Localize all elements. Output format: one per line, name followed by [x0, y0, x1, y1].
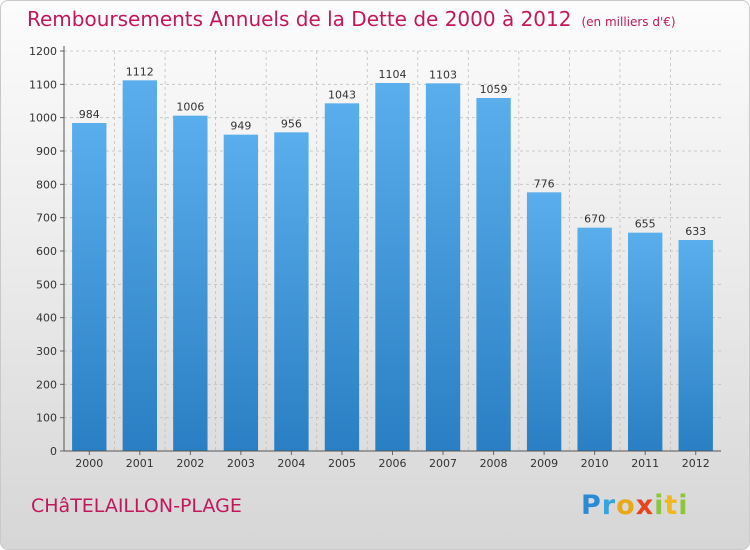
x-tick-label: 2004 — [277, 457, 305, 470]
x-tick-label: 2007 — [429, 457, 457, 470]
y-tick-label: 0 — [50, 445, 57, 458]
y-tick-label: 300 — [36, 345, 57, 358]
bar — [526, 192, 562, 452]
bar — [678, 240, 713, 451]
bar — [173, 115, 208, 452]
x-tick-label: 2011 — [631, 457, 659, 470]
bar — [628, 232, 663, 451]
logo-letter: i — [654, 490, 665, 521]
y-tick-label: 900 — [36, 145, 57, 158]
bar — [375, 83, 410, 451]
x-tick-label: 2006 — [379, 457, 407, 470]
y-tick-label: 400 — [36, 312, 57, 325]
logo-letter: o — [616, 490, 636, 521]
logo-letter: x — [635, 490, 655, 521]
value-label: 1112 — [126, 65, 154, 78]
y-tick-label: 1100 — [29, 78, 57, 91]
value-label: 776 — [534, 177, 555, 190]
x-tick-label: 2010 — [581, 457, 609, 470]
bar — [324, 103, 360, 451]
bar — [425, 83, 461, 451]
x-tick-label: 2008 — [480, 457, 508, 470]
value-label: 984 — [79, 108, 100, 121]
y-tick-label: 1000 — [29, 112, 57, 125]
bar — [223, 134, 259, 451]
chart-unit: (en milliers d'€) — [581, 15, 676, 29]
y-tick-label: 200 — [36, 378, 57, 391]
y-tick-label: 700 — [36, 212, 57, 225]
value-labels: 984 1112 1006 949 956 1043 1104 1103 1059 776 670 6… — [79, 65, 706, 238]
y-tick-label: 500 — [36, 278, 57, 291]
value-label: 1059 — [480, 83, 508, 96]
x-tick-label: 2000 — [75, 457, 103, 470]
logo-letter: i — [678, 490, 689, 521]
bar — [72, 123, 107, 451]
value-label: 1043 — [328, 88, 356, 101]
logo-letter: t — [664, 490, 679, 521]
y-tick-label: 100 — [36, 412, 57, 425]
value-label: 1103 — [429, 68, 457, 81]
bars — [72, 80, 713, 452]
x-tick-label: 2002 — [176, 457, 204, 470]
bar — [122, 80, 157, 451]
y-tick-label: 600 — [36, 245, 57, 258]
x-tick-label: 2001 — [126, 457, 154, 470]
value-label: 633 — [685, 225, 706, 238]
bar — [274, 132, 309, 452]
value-label: 1006 — [176, 101, 204, 114]
value-label: 670 — [584, 213, 605, 226]
axes: 0 100 200 300 400 500 600 700 800 900 1000 1100 1200… — [29, 45, 721, 470]
value-label: 655 — [635, 218, 656, 231]
value-label: 956 — [281, 117, 302, 130]
bar — [476, 98, 511, 451]
x-tick-label: 2005 — [328, 457, 356, 470]
x-tick-label: 2009 — [530, 457, 558, 470]
chart-title: Remboursements Annuels de la Dette de 20… — [27, 7, 676, 31]
bar — [577, 227, 612, 451]
y-tick-label: 1200 — [29, 45, 57, 58]
value-label: 949 — [230, 120, 251, 133]
x-tick-label: 2012 — [682, 457, 710, 470]
logo-letter: P — [581, 490, 602, 521]
logo-letter: r — [601, 490, 617, 521]
y-tick-label: 800 — [36, 178, 57, 191]
proxiti-logo: Proxiti — [581, 490, 689, 521]
x-tick-label: 2003 — [227, 457, 255, 470]
chart-title-text: Remboursements Annuels de la Dette de 20… — [27, 7, 572, 31]
value-label: 1104 — [379, 68, 407, 81]
city-name: CHâTELAILLON-PLAGE — [31, 495, 242, 517]
